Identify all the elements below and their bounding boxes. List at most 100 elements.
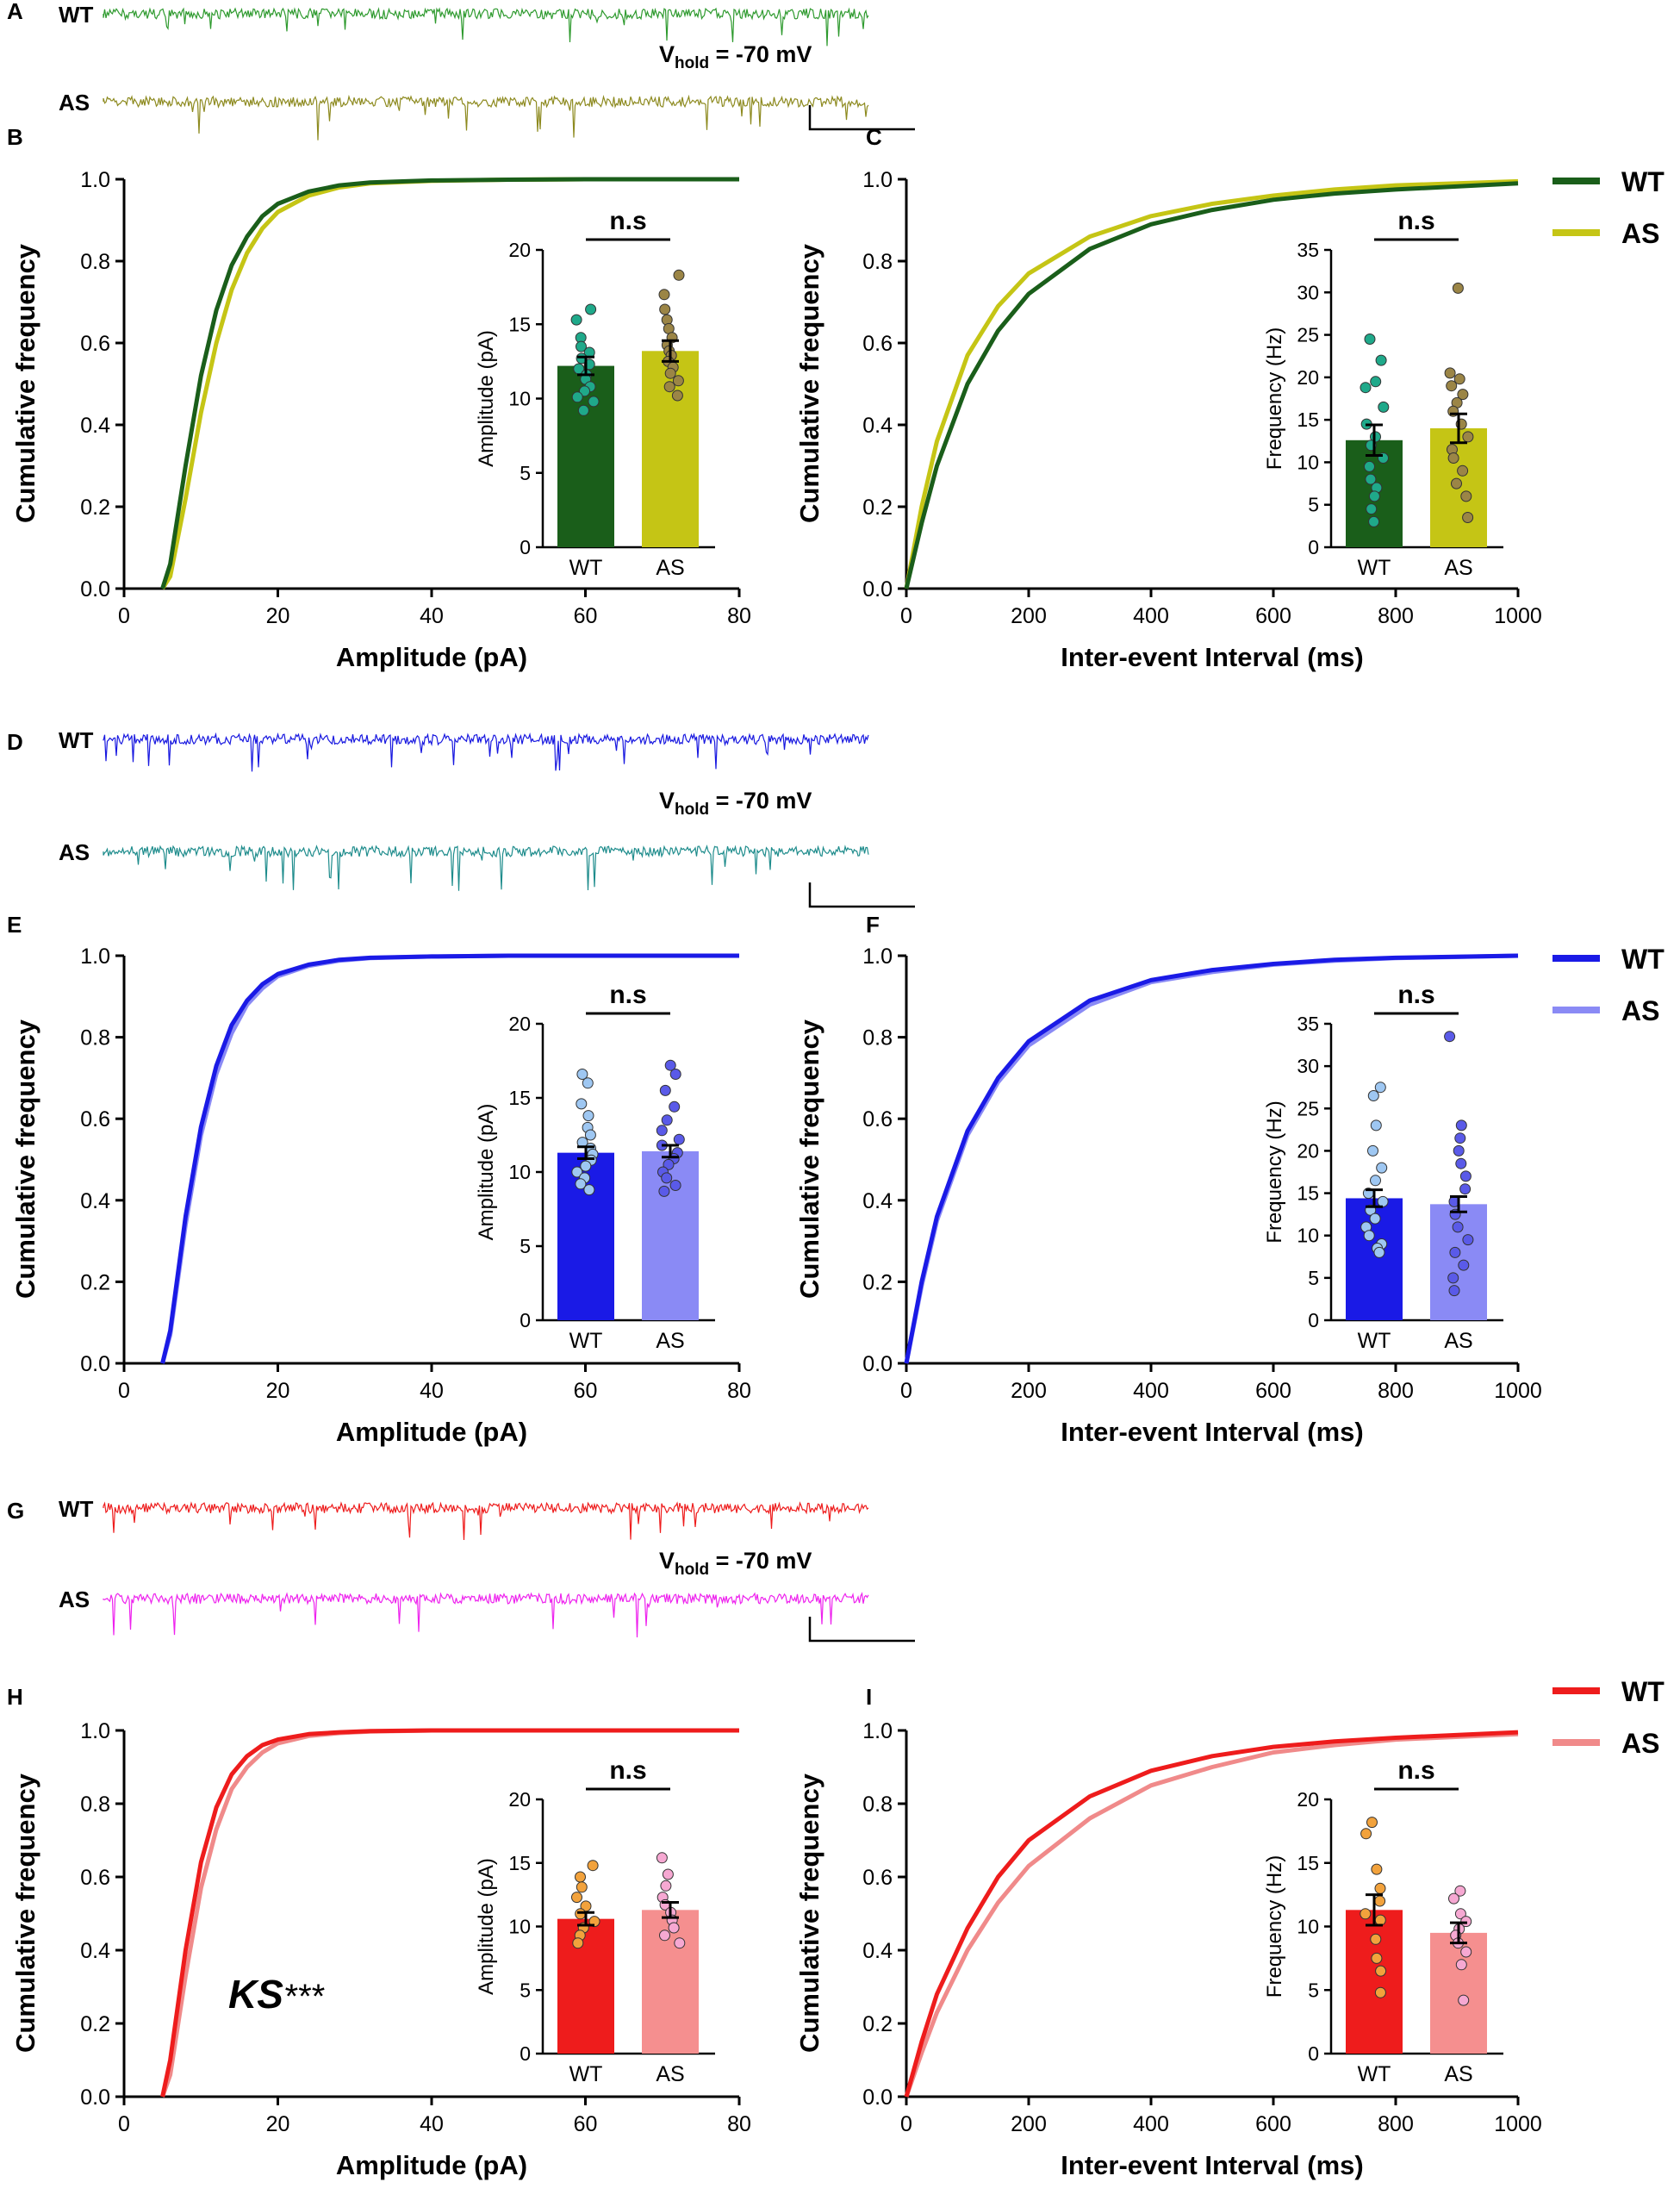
trace-d-as: [103, 845, 869, 891]
inset-y-tick-label-c: 20: [1297, 366, 1319, 389]
inset-point-f-as: [1458, 1259, 1470, 1271]
series-line-f-as: [904, 953, 1519, 1364]
inset-y-tick-label-c: 5: [1308, 494, 1319, 516]
y-axis-label-e: Cumulative frequency: [10, 1019, 40, 1299]
inset-point-h-wt: [587, 1860, 599, 1872]
trace-a-wt: [103, 7, 869, 47]
inset-point-f-as: [1455, 1157, 1467, 1169]
x-tick-label-i: 800: [1378, 2112, 1414, 2136]
vhold-value: = -70 mV: [709, 788, 812, 814]
inset-point-f-wt: [1370, 1175, 1381, 1187]
inset-y-tick-label-i: 0: [1308, 2042, 1319, 2065]
inset-point-e-as: [659, 1084, 671, 1096]
inset-point-c-as: [1462, 512, 1474, 523]
significance-label-c: n.s: [1397, 207, 1434, 235]
vhold-annotation-a: Vhold = -70 mV: [659, 41, 812, 72]
inset-point-e-as: [673, 1133, 685, 1145]
inset-point-f-wt: [1373, 1246, 1385, 1258]
inset-point-c-wt: [1375, 354, 1387, 366]
inset-bar-i-wt: [1346, 1910, 1403, 2054]
inset-point-f-wt: [1367, 1090, 1379, 1101]
inset-point-i-wt: [1366, 1817, 1378, 1829]
inset-y-tick-label-b: 5: [520, 462, 531, 484]
significance-label-h: n.s: [609, 1756, 646, 1785]
inset-point-c-wt: [1378, 401, 1390, 413]
inset-point-c-wt: [1364, 334, 1376, 345]
inset-point-e-as: [664, 1059, 676, 1071]
y-tick-label-f: 0.2: [862, 1270, 893, 1294]
inset-point-b-wt: [585, 303, 597, 315]
inset-category-label-h-as: AS: [656, 2062, 684, 2086]
trace-g-as: [103, 1592, 869, 1638]
inset-point-h-wt: [576, 1881, 588, 1893]
inset-y-tick-label-b: 20: [508, 239, 531, 261]
y-tick-label-b: 0.0: [80, 577, 110, 602]
inset-point-f-as: [1455, 1119, 1467, 1132]
x-tick-label-e: 40: [420, 1379, 444, 1403]
x-tick-label-f: 0: [900, 1379, 912, 1403]
inset-point-e-as: [656, 1125, 668, 1137]
series-line-c-as: [904, 178, 1519, 589]
inset-point-i-as: [1455, 1959, 1467, 1971]
legend-label-c-as: AS: [1621, 218, 1659, 249]
inset-point-i-wt: [1371, 1863, 1383, 1875]
inset-y-tick-label-c: 0: [1308, 536, 1319, 558]
inset-point-e-wt: [576, 1098, 588, 1110]
inset-y-tick-label-f: 20: [1297, 1139, 1319, 1162]
y-tick-label-c: 0.0: [862, 577, 893, 602]
x-axis-label-h: Amplitude (pA): [336, 2150, 527, 2180]
inset-y-tick-label-h: 10: [508, 1916, 531, 1938]
inset-point-c-wt: [1365, 473, 1377, 485]
y-tick-label-i: 0.6: [862, 1866, 893, 1890]
trace-label-g-as: AS: [59, 1587, 90, 1612]
x-tick-label-c: 200: [1011, 604, 1047, 628]
inset-error-bar-c-wt: [1366, 423, 1383, 458]
y-tick-label-e: 0.0: [80, 1352, 110, 1376]
inset-y-axis-label-b: Amplitude (pA): [475, 330, 498, 467]
inset-point-i-as: [1448, 1892, 1459, 1905]
inset-y-tick-label-b: 0: [520, 536, 531, 558]
inset-point-e-wt: [582, 1077, 594, 1089]
x-tick-label-i: 600: [1255, 2112, 1291, 2136]
inset-point-f-wt: [1374, 1082, 1386, 1094]
inset-point-i-wt: [1374, 1882, 1386, 1894]
inset-point-e-wt: [571, 1166, 583, 1178]
inset-point-f-wt: [1377, 1195, 1389, 1207]
inset-y-tick-label-i: 5: [1308, 1979, 1319, 2001]
y-tick-label-f: 0.0: [862, 1352, 893, 1376]
panel-letter-g: G: [7, 1498, 24, 1524]
y-tick-label-i: 0.2: [862, 2012, 893, 2036]
inset-point-h-as: [662, 1868, 674, 1880]
inset-bar-i-as: [1430, 1932, 1487, 2054]
x-tick-label-f: 400: [1133, 1379, 1169, 1403]
inset-y-tick-label-c: 25: [1297, 324, 1319, 346]
inset-point-i-wt: [1375, 1965, 1387, 1977]
inset-point-f-as: [1454, 1132, 1466, 1144]
x-axis-label-i: Inter-event Interval (ms): [1061, 2150, 1363, 2180]
inset-y-axis-label-i: Frequency (Hz): [1263, 1855, 1286, 1998]
trace-label-d-wt: WT: [59, 727, 94, 753]
inset-point-i-wt: [1371, 1952, 1383, 1964]
x-tick-label-i: 400: [1133, 2112, 1169, 2136]
series-line-f-wt: [904, 953, 1519, 1364]
inset-point-b-wt: [570, 314, 582, 326]
y-tick-label-i: 1.0: [862, 1719, 893, 1743]
x-tick-label-c: 0: [900, 604, 912, 628]
inset-point-b-wt: [571, 391, 583, 403]
y-tick-label-e: 0.8: [80, 1026, 110, 1051]
inset-point-c-as: [1453, 373, 1465, 385]
x-axis-label-c: Inter-event Interval (ms): [1061, 642, 1363, 672]
inset-point-e-as: [669, 1100, 681, 1113]
inset-point-f-as: [1447, 1272, 1459, 1284]
y-tick-label-f: 1.0: [862, 945, 893, 969]
inset-y-tick-label-c: 35: [1297, 239, 1319, 261]
x-tick-label-e: 80: [727, 1379, 751, 1403]
x-axis-label-e: Amplitude (pA): [336, 1417, 527, 1447]
inset-error-bar-i-as: [1450, 1921, 1467, 1945]
inset-point-i-as: [1454, 1908, 1466, 1920]
trace-a-as: [103, 94, 869, 140]
y-tick-label-i: 0.0: [862, 2085, 893, 2110]
x-tick-label-b: 20: [266, 604, 290, 628]
inset-point-f-as: [1449, 1246, 1461, 1258]
inset-point-f-as: [1444, 1031, 1456, 1043]
